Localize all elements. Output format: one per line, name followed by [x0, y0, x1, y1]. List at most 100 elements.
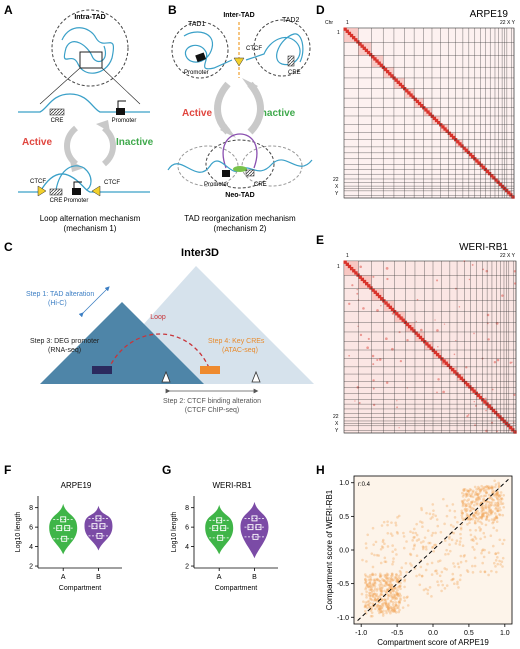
heatmap-diagonal-cell [386, 70, 390, 74]
scatter-point [452, 525, 455, 528]
scatter-point [498, 513, 501, 516]
scatter-point [379, 593, 383, 596]
scatter-point [419, 520, 422, 523]
heatmap-diagonal-cell [451, 135, 456, 140]
scatter-point [382, 579, 386, 582]
scatter-point [492, 561, 496, 565]
scatter-point [466, 570, 470, 574]
scatter-point [469, 488, 473, 492]
step3-line2: (RNA-seq) [48, 347, 81, 354]
scatter-point [431, 515, 434, 519]
heatmap-diagonal-cell [500, 417, 504, 421]
scatter-point [473, 500, 477, 504]
scatter-point [491, 486, 494, 490]
scatter-point [487, 573, 490, 577]
scatter-point [478, 529, 482, 532]
y-tick-label: -1.0 [337, 615, 349, 622]
scatter-point [376, 597, 380, 601]
scatter-point [370, 607, 374, 611]
scatter-point [379, 574, 382, 578]
scatter-point [467, 502, 470, 505]
scatter-point [430, 595, 433, 598]
scatter-point [380, 610, 383, 614]
scatter-point [364, 542, 368, 545]
heatmap-diagonal-cell [414, 331, 418, 335]
scatter-point [403, 585, 406, 589]
scatter-point [474, 490, 478, 494]
scatter-point [387, 604, 390, 607]
scatter-point [420, 506, 423, 510]
scatter-point [456, 562, 460, 566]
scatter-point [482, 488, 486, 491]
scatter-point [394, 601, 398, 604]
scatter-point [436, 524, 440, 528]
scatter-point [373, 592, 376, 595]
panel-f-letter: F [4, 463, 11, 477]
scatter-point [461, 518, 465, 522]
heatmap-diagonal-cell [488, 172, 492, 176]
scatter-point [481, 512, 485, 516]
heatmap-diagonal-cell [386, 303, 390, 307]
scatter-point [490, 518, 494, 521]
scatter-point [452, 531, 456, 535]
scatter-point [468, 521, 471, 525]
scatter-point [394, 603, 398, 607]
scatter-point [393, 607, 397, 611]
scatter-point [495, 520, 499, 524]
loop-label: Loop [150, 314, 166, 321]
scatter-point [364, 605, 367, 608]
panel-c: C Inter3D Step 1: TAD alteration (Hi-C) … [4, 240, 314, 414]
scatter-point [365, 583, 369, 587]
scatter-point [471, 495, 475, 499]
scatter-point [471, 500, 475, 503]
scatter-point [498, 513, 502, 517]
scatter-point [371, 594, 375, 598]
x-axis-label: Compartment [215, 585, 257, 592]
scatter-point [373, 598, 377, 601]
scatter-point [387, 586, 391, 590]
scatter-point [379, 547, 383, 551]
scatter-point [473, 564, 477, 568]
scatter-point [403, 579, 406, 583]
scatter-point [390, 595, 393, 598]
scatter-point [489, 511, 493, 515]
scatter-point [485, 491, 488, 494]
inner-tad-triangle [40, 302, 204, 384]
scatter-point [364, 580, 368, 584]
scatter-point [468, 518, 471, 522]
heatmap-diagonal-cell [375, 59, 379, 63]
heatmap-contact [436, 329, 439, 332]
inactive-label-b: Inactive [258, 108, 296, 119]
scatter-point [415, 554, 419, 558]
scatter-point [496, 497, 499, 501]
ctcf-label-left-a: CTCF [30, 179, 46, 185]
scatter-point [474, 499, 478, 502]
scatter-point [399, 594, 402, 597]
scatter-point [398, 601, 402, 605]
scatter-point [390, 607, 394, 611]
scatter-point [373, 579, 376, 583]
scatter-point [409, 562, 412, 565]
heatmap-diagonal-cell [435, 352, 440, 357]
heatmap-diagonal-cell [432, 116, 437, 121]
scatter-point [387, 607, 391, 610]
scatter-point [471, 517, 474, 521]
scatter-point [496, 493, 499, 496]
promoter-label-b-bottom: Promoter [204, 182, 229, 188]
scatter-point [460, 509, 464, 513]
scatter-point [494, 492, 498, 495]
scatter-point [491, 510, 494, 513]
scatter-point [464, 510, 468, 513]
scatter-point [376, 597, 380, 601]
heatmap-contact [486, 313, 490, 317]
scatter-point [389, 580, 392, 584]
heatmap-contact [436, 279, 439, 282]
heatmap-diagonal-cell [491, 408, 496, 413]
scatter-point [459, 532, 462, 536]
scatter-point [415, 539, 419, 542]
heatmap-diagonal-cell [367, 284, 371, 288]
heatmap-diagonal-cell [446, 363, 451, 368]
heatmap-contact [442, 390, 445, 394]
scatter-point [496, 509, 500, 513]
scatter-point [370, 552, 374, 555]
